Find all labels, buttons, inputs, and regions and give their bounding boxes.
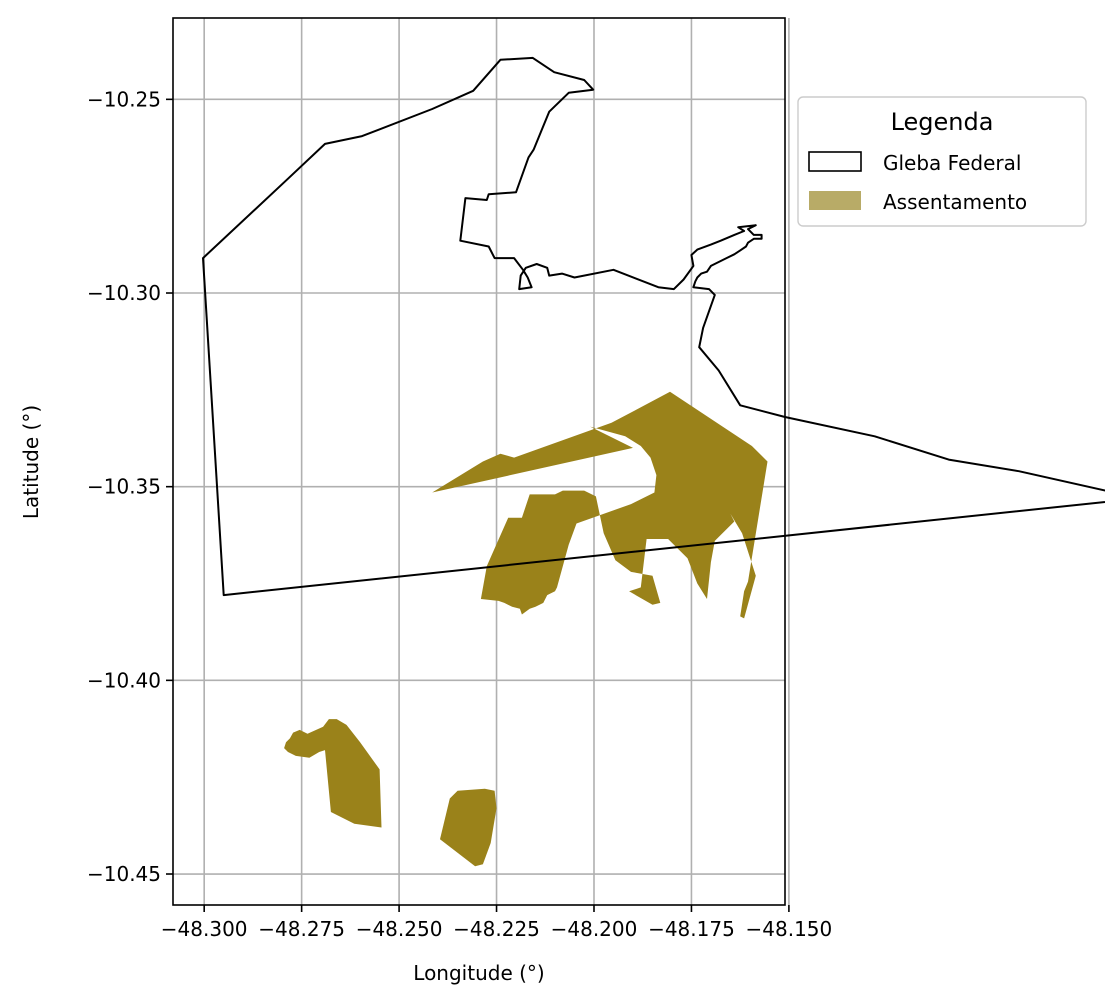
- y-axis-ticks: −10.25 −10.30 −10.35 −10.40 −10.45: [87, 87, 173, 886]
- y-tick-label: −10.25: [87, 87, 161, 111]
- x-tick-label: −48.250: [356, 917, 443, 941]
- x-axis-ticks: −48.300 −48.275 −48.250 −48.225 −48.200 −48.1…: [161, 905, 832, 941]
- y-tick-label: −10.40: [87, 668, 161, 692]
- assentamento-layer: [284, 391, 768, 867]
- legend: Legenda Gleba Federal Assentamento: [797, 96, 1087, 227]
- plot-area: [172, 17, 1105, 906]
- y-tick-label: −10.35: [87, 475, 161, 499]
- legend-title: Legenda: [891, 108, 994, 136]
- plot-frame: [172, 17, 786, 906]
- x-tick-label: −48.150: [746, 917, 833, 941]
- x-tick-label: −48.225: [453, 917, 540, 941]
- y-tick-label: −10.30: [87, 281, 161, 305]
- legend-swatch-gleba-federal: [808, 151, 862, 172]
- assentamento-polygon: [440, 788, 497, 867]
- gleba-federal-layer: [202, 56, 1105, 597]
- x-tick-label: −48.200: [551, 917, 638, 941]
- legend-swatch-assentamento: [809, 191, 861, 210]
- gleba-federal-polygon: [202, 56, 1105, 597]
- assentamento-polygon: [284, 719, 382, 828]
- x-tick-label: −48.175: [648, 917, 735, 941]
- y-tick-label: −10.45: [87, 862, 161, 886]
- x-tick-label: −48.275: [258, 917, 345, 941]
- x-axis-label: Longitude (°): [413, 961, 544, 985]
- x-tick-label: −48.300: [161, 917, 248, 941]
- legend-label-assentamento: Assentamento: [883, 190, 1027, 214]
- legend-label-gleba-federal: Gleba Federal: [883, 151, 1021, 175]
- assentamento-polygon: [432, 391, 768, 619]
- y-axis-label: Latitude (°): [19, 405, 43, 519]
- legend-box: [797, 96, 1087, 227]
